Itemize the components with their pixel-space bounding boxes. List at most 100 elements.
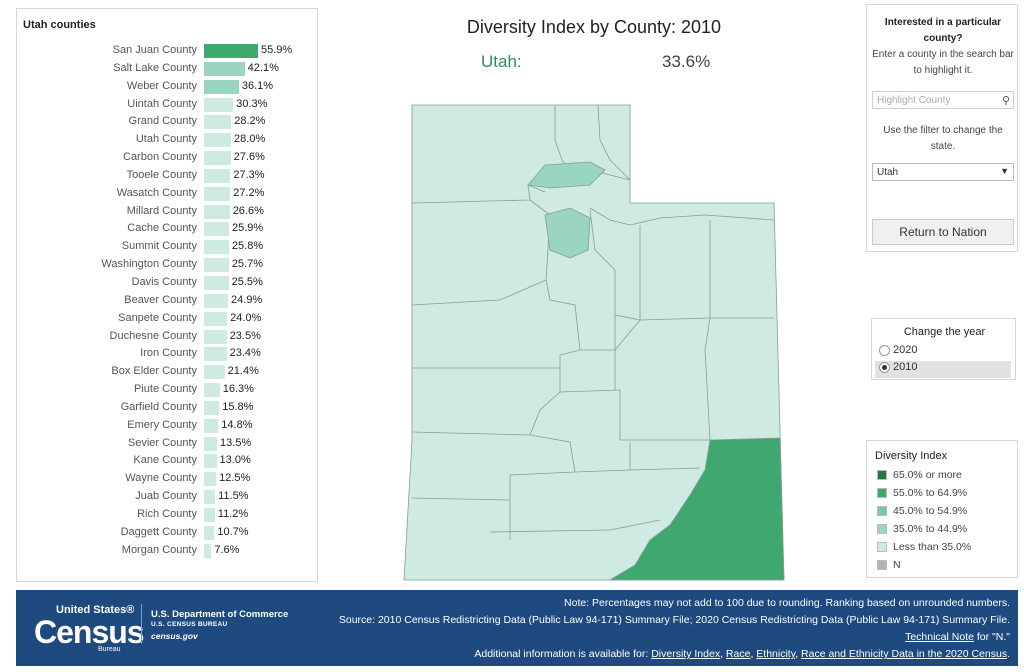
county-bar[interactable] [204,275,229,290]
county-bar[interactable] [204,240,229,255]
county-bar[interactable] [204,168,231,183]
county-row[interactable]: Wayne County 12.5% [17,470,317,488]
county-area-san-juan[interactable] [608,437,785,581]
county-row[interactable]: Cache County 25.9% [17,220,317,238]
county-row[interactable]: Uintah County 30.3% [17,96,317,114]
county-name: Grand County [128,115,197,128]
diversity-index-link[interactable]: Diversity Index [651,648,721,660]
year-selector-title: Change the year [903,326,986,338]
county-row[interactable]: Juab County 11.5% [17,488,317,506]
state-filter-dropdown[interactable]: Utah ▼ [872,163,1014,181]
county-search-input[interactable]: Highlight County ⚲ [872,91,1014,109]
race-ethnicity-data-link[interactable]: Race and Ethnicity Data in the 2020 Cens… [801,648,1008,660]
county-area-weber[interactable] [527,161,606,189]
county-bar[interactable] [204,400,220,415]
logo-divider [141,604,142,644]
county-row[interactable]: San Juan County 55.9% [17,42,317,60]
county-value: 42.1% [247,61,279,74]
county-bar[interactable] [204,186,231,201]
footer: United States® Census Bureau U.S. Depart… [16,590,1018,666]
county-bar[interactable] [204,436,218,451]
county-row[interactable]: Summit County 25.8% [17,238,317,256]
county-row[interactable]: Washington County 25.7% [17,256,317,274]
county-name: Daggett County [120,525,197,538]
county-bar[interactable] [204,329,227,344]
county-bar[interactable] [204,115,232,130]
county-row[interactable]: Salt Lake County 42.1% [17,60,317,78]
legend-item: 65.0% or more [877,469,962,481]
county-bar[interactable] [204,79,239,94]
county-bar[interactable] [204,472,217,487]
radio-button-icon[interactable] [879,344,890,356]
county-row[interactable]: Duchesne County 23.5% [17,328,317,346]
county-row[interactable]: Sanpete County 24.0% [17,310,317,328]
county-bar[interactable] [204,44,258,58]
county-bar[interactable] [204,133,232,148]
county-bar[interactable] [204,418,219,433]
county-row[interactable]: Emery County 14.8% [17,417,317,435]
county-value: 16.3% [222,383,254,396]
county-row[interactable]: Wasatch County 27.2% [17,185,317,203]
county-bar[interactable] [204,97,234,112]
county-row[interactable]: Carbon County 27.6% [17,149,317,167]
radio-button-icon[interactable] [879,361,890,373]
county-value: 23.4% [229,347,261,360]
county-bar[interactable] [204,454,217,469]
county-row[interactable]: Morgan County 7.6% [17,542,317,560]
county-name: Beaver County [124,293,197,306]
county-row[interactable]: Rich County 11.2% [17,506,317,524]
county-bar[interactable] [204,525,215,540]
return-to-nation-button[interactable]: Return to Nation [872,219,1014,245]
county-bar[interactable] [204,490,216,505]
filter-instructions: Use the filter to change the state. [883,125,1003,152]
technical-note-link[interactable]: Technical Note [905,631,974,643]
county-row[interactable]: Iron County 23.4% [17,345,317,363]
county-value: 24.0% [230,311,262,324]
department-name: U.S. Department of Commerce [151,609,289,620]
county-row[interactable]: Millard County 26.6% [17,203,317,221]
county-row[interactable]: Box Elder County 21.4% [17,363,317,381]
logo-top-text: United States® [56,604,135,616]
county-bar[interactable] [204,61,245,76]
county-area-salt-lake[interactable] [544,207,591,259]
legend-item: 45.0% to 54.9% [877,505,967,517]
chevron-down-icon[interactable]: ▼ [1000,166,1009,176]
state-name-label: Utah: [481,52,522,71]
legend-swatch [877,470,887,481]
county-bar[interactable] [204,543,212,558]
utah-county-map[interactable] [400,100,790,586]
county-row[interactable]: Davis County 25.5% [17,274,317,292]
county-row[interactable]: Piute County 16.3% [17,381,317,399]
county-bar[interactable] [204,293,229,308]
county-bar[interactable] [204,258,229,273]
county-value: 25.7% [231,258,264,271]
county-bar[interactable] [204,507,215,522]
county-value: 27.2% [233,186,265,199]
county-name: Garfield County [120,400,197,413]
footer-technical-note: Technical Note for "N." [905,631,1010,643]
year-option-2010[interactable]: 2010 [875,361,1011,378]
county-row[interactable]: Daggett County 10.7% [17,524,317,542]
county-bar[interactable] [204,365,225,380]
search-icon[interactable]: ⚲ [1001,95,1010,107]
legend-swatch [877,506,887,517]
county-bar[interactable] [204,347,227,362]
ethnicity-link[interactable]: Ethnicity [756,648,796,660]
county-row[interactable]: Sevier County 13.5% [17,435,317,453]
race-link[interactable]: Race [725,648,751,660]
county-bar[interactable] [204,222,230,237]
county-area-utah[interactable] [403,104,785,581]
county-row[interactable]: Garfield County 15.8% [17,399,317,417]
county-row[interactable]: Tooele County 27.3% [17,167,317,185]
footer-source: Source: 2010 Census Redistricting Data (… [338,614,1010,626]
county-row[interactable]: Beaver County 24.9% [17,292,317,310]
county-bar[interactable] [204,383,220,398]
county-row[interactable]: Weber County 36.1% [17,78,317,96]
county-row[interactable]: Grand County 28.2% [17,113,317,131]
year-option-2020[interactable]: 2020 [875,344,1011,361]
county-bar[interactable] [204,204,230,219]
county-row[interactable]: Utah County 28.0% [17,131,317,149]
county-bar[interactable] [204,151,231,166]
county-bar[interactable] [204,311,228,326]
county-row[interactable]: Kane County 13.0% [17,452,317,470]
